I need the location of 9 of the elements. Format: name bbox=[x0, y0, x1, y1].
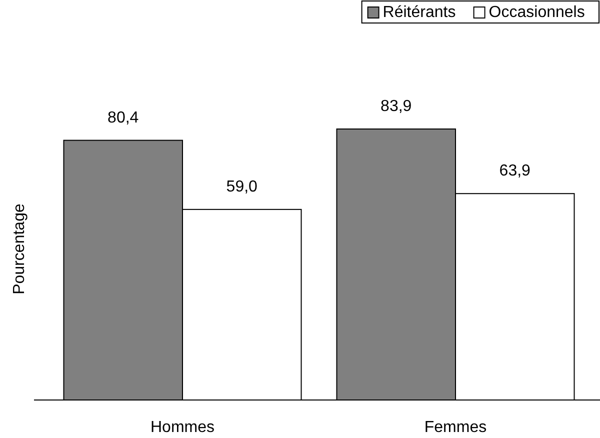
x-tick-label: Hommes bbox=[150, 419, 215, 436]
data-label: 83,9 bbox=[380, 98, 412, 115]
data-label: 63,9 bbox=[499, 162, 531, 180]
x-tick-label: Femmes bbox=[424, 419, 487, 436]
data-label: 59,0 bbox=[226, 178, 258, 196]
legend-label: Occasionnels bbox=[488, 4, 585, 21]
legend-label: Réitérants bbox=[382, 4, 456, 21]
data-label: 80,4 bbox=[108, 109, 139, 126]
y-axis-title: Pourcentage bbox=[11, 204, 28, 294]
